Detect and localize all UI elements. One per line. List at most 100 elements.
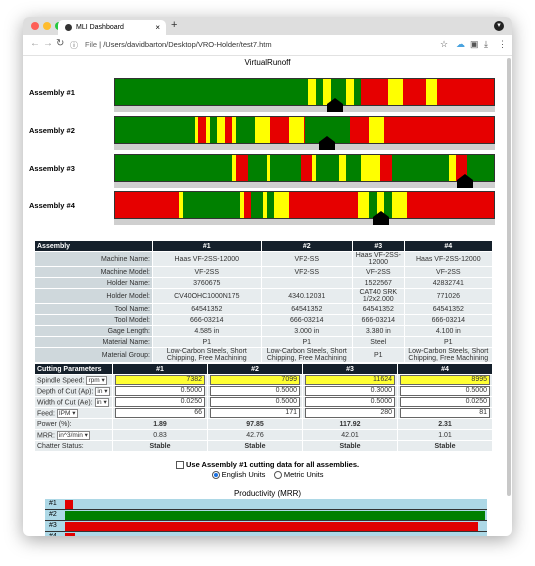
runoff-segment bbox=[247, 155, 267, 181]
runoff-segment bbox=[255, 117, 271, 143]
doc-input[interactable]: 0.5000 bbox=[115, 386, 205, 396]
spec-cell: Low-Carbon Steels, Short Chipping, Free … bbox=[260, 347, 353, 363]
spec-header-cell: #3 bbox=[351, 240, 405, 252]
english-units-radio[interactable] bbox=[211, 471, 220, 480]
reload-icon[interactable]: ↻ bbox=[56, 38, 65, 49]
spec-cell: VF-2SS bbox=[351, 266, 405, 278]
download-icon[interactable]: ⤓ bbox=[484, 39, 488, 49]
feed-unit-select[interactable]: IPM ▾ bbox=[56, 408, 78, 418]
runoff-segment bbox=[376, 192, 385, 218]
runoff-segment bbox=[448, 155, 457, 181]
spindle-input[interactable]: 8995 bbox=[400, 375, 490, 385]
woc-cell: 0.5000 bbox=[207, 396, 303, 408]
doc-input[interactable]: 0.5000 bbox=[210, 386, 300, 396]
runoff-bar bbox=[114, 191, 495, 219]
back-icon[interactable]: ← bbox=[30, 38, 40, 49]
runoff-segment bbox=[406, 192, 494, 218]
runoff-segment bbox=[217, 117, 225, 143]
runoff-marker-icon[interactable] bbox=[326, 98, 343, 112]
assembly-label: Assembly #3 bbox=[29, 164, 75, 173]
runoff-segment bbox=[270, 117, 290, 143]
browser-tab[interactable]: MLI Dashboard × bbox=[58, 20, 166, 35]
scrollbar[interactable] bbox=[507, 58, 511, 496]
runoff-segment bbox=[349, 117, 369, 143]
extensions-puzzle-icon[interactable]: ▣ bbox=[470, 39, 479, 49]
feed-unit-value: IPM bbox=[58, 409, 71, 417]
doc-input[interactable]: 0.3000 bbox=[305, 386, 395, 396]
productivity-row: #3 bbox=[45, 521, 487, 532]
woc-input[interactable]: 0.0250 bbox=[400, 397, 490, 407]
metric-units-radio[interactable] bbox=[273, 471, 282, 480]
use-assembly1-option[interactable]: Use Assembly #1 cutting data for all ass… bbox=[23, 460, 512, 470]
runoff-marker-icon[interactable] bbox=[456, 174, 473, 188]
spec-cell: 3760675 bbox=[152, 277, 262, 289]
spec-cell: VF2-SS bbox=[260, 266, 353, 278]
feed-label-cell: Feed: IPM ▾ bbox=[34, 407, 113, 419]
runoff-segment bbox=[236, 155, 248, 181]
spec-cell: CV40OHC1000N175 bbox=[152, 288, 262, 304]
info-icon[interactable]: ⓘ bbox=[70, 41, 78, 50]
tab-close-icon[interactable]: × bbox=[155, 23, 160, 32]
power-label: Power (%): bbox=[34, 418, 113, 430]
spindle-input[interactable]: 7099 bbox=[210, 375, 300, 385]
woc-cell: 0.5000 bbox=[302, 396, 398, 408]
close-window-button[interactable] bbox=[31, 22, 39, 30]
runoff-bar bbox=[114, 154, 495, 182]
runoff-marker-icon[interactable] bbox=[372, 211, 389, 225]
cutting-row: Feed: IPM ▾ 66 171 280 81 bbox=[34, 407, 493, 419]
woc-input[interactable]: 0.0250 bbox=[115, 397, 205, 407]
spindle-unit-select[interactable]: rpm ▾ bbox=[86, 375, 107, 385]
virtual-runoff-title: VirtualRunoff bbox=[244, 58, 291, 67]
runoff-segment bbox=[338, 155, 347, 181]
feed-input[interactable]: 171 bbox=[210, 408, 300, 418]
spindle-input[interactable]: 11624 bbox=[305, 375, 395, 385]
minimize-window-button[interactable] bbox=[43, 22, 51, 30]
spec-cell: P1 bbox=[260, 336, 353, 348]
spec-cell: Low-Carbon Steels, Short Chipping, Free … bbox=[403, 347, 494, 363]
spindle-cell: 7099 bbox=[207, 374, 303, 386]
use-assembly1-checkbox[interactable] bbox=[175, 461, 184, 470]
woc-label: Width of Cut (Ae): bbox=[37, 398, 93, 406]
woc-cell: 0.0250 bbox=[397, 396, 493, 408]
spindle-cell: 7382 bbox=[112, 374, 208, 386]
spec-row: Tool Name: 64541352 64541352 64541352 645413… bbox=[34, 303, 494, 315]
menu-kebab-icon[interactable]: ⋮ bbox=[498, 39, 507, 49]
doc-unit-select[interactable]: in ▾ bbox=[95, 386, 110, 396]
woc-input[interactable]: 0.5000 bbox=[305, 397, 395, 407]
runoff-bar bbox=[114, 78, 495, 106]
runoff-segment bbox=[115, 192, 180, 218]
runoff-segment bbox=[270, 155, 301, 181]
spec-row-label: Material Group: bbox=[34, 347, 153, 363]
forward-icon[interactable]: → bbox=[43, 38, 53, 49]
runoff-segment bbox=[323, 79, 332, 105]
runoff-segment bbox=[425, 79, 438, 105]
runoff-segment bbox=[266, 192, 275, 218]
extension-icon[interactable]: ☁ bbox=[456, 39, 465, 49]
new-tab-button[interactable]: + bbox=[171, 19, 178, 31]
woc-input[interactable]: 0.5000 bbox=[210, 397, 300, 407]
use-assembly1-label: Use Assembly #1 cutting data for all ass… bbox=[185, 460, 360, 469]
spec-cell: 64541352 bbox=[152, 303, 262, 315]
runoff-segment bbox=[368, 117, 385, 143]
mrr-unit-select[interactable]: in^3/min ▾ bbox=[56, 430, 90, 440]
runoff-segment bbox=[403, 79, 426, 105]
profile-icon[interactable]: ▾ bbox=[494, 21, 504, 31]
spindle-input[interactable]: 7382 bbox=[115, 375, 205, 385]
runoff-segment bbox=[384, 192, 392, 218]
chatter-label: Chatter Status: bbox=[34, 440, 113, 452]
feed-input[interactable]: 66 bbox=[115, 408, 205, 418]
doc-input[interactable]: 0.5000 bbox=[400, 386, 490, 396]
runoff-segment bbox=[198, 117, 206, 143]
runoff-segment bbox=[391, 192, 407, 218]
woc-cell: 0.0250 bbox=[112, 396, 208, 408]
cutting-header-cell: #4 bbox=[397, 363, 493, 375]
metric-units-label: Metric Units bbox=[283, 470, 324, 479]
bookmark-star-icon[interactable]: ☆ bbox=[440, 39, 449, 49]
feed-input[interactable]: 280 bbox=[305, 408, 395, 418]
woc-unit-select[interactable]: in ▾ bbox=[94, 397, 109, 407]
spec-row: Material Name: P1 P1 Steel P1 bbox=[34, 336, 494, 348]
runoff-marker-icon[interactable] bbox=[319, 136, 336, 150]
feed-input[interactable]: 81 bbox=[400, 408, 490, 418]
url-field[interactable]: File | /Users/davidbarton/Desktop/VRO-Ho… bbox=[85, 40, 272, 49]
spec-cell: 4.585 in bbox=[152, 325, 262, 337]
